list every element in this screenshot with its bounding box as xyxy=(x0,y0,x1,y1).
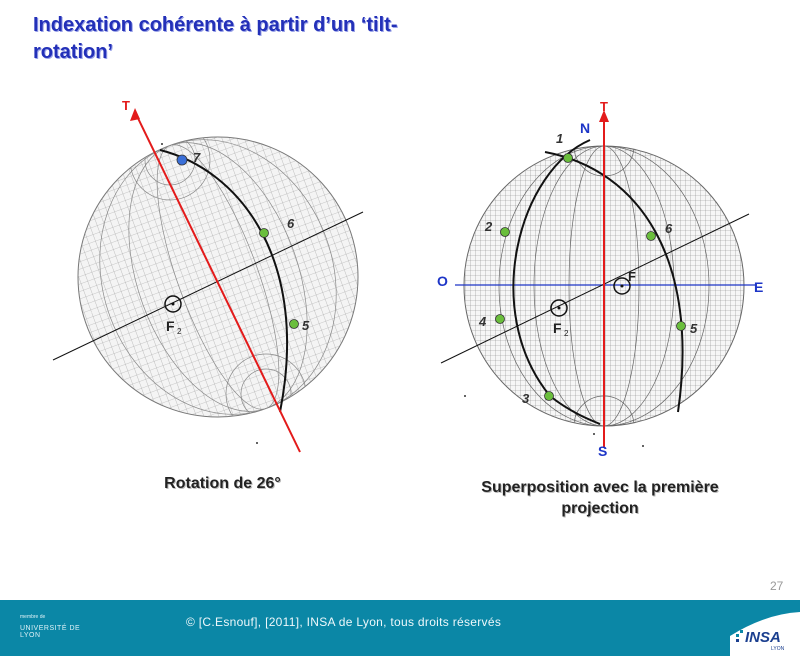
right-pole-label-3: 3 xyxy=(522,391,530,406)
right-great-circle-left xyxy=(512,139,601,425)
right-pole-1 xyxy=(563,153,573,163)
right-north-label: N xyxy=(580,120,590,136)
right-t-arrowhead xyxy=(599,110,609,122)
right-t-label: T xyxy=(600,99,608,114)
right-west-label: O xyxy=(437,273,448,289)
right-pole-5 xyxy=(676,321,686,331)
right-f2-marker xyxy=(550,299,568,317)
insa-logo-text: INSA xyxy=(745,629,781,646)
footer-bar: membre de UNIVERSITÉ DE LYON © [C.Esnouf… xyxy=(0,600,800,656)
left-pole-label-6: 6 xyxy=(287,216,295,231)
right-wulff-net: T N S E O 1 2 3 4 5 6 F 2 F xyxy=(437,99,763,459)
right-caption: Superposition avec la première projectio… xyxy=(481,479,719,517)
right-pole-4 xyxy=(495,314,505,324)
right-f-marker xyxy=(613,277,631,295)
right-pole-6 xyxy=(646,231,656,241)
right-f2-subscript: 2 xyxy=(564,329,569,338)
right-pole-label-4: 4 xyxy=(478,314,487,329)
insa-logo: INSA LYON xyxy=(730,612,800,656)
right-pole-label-1: 1 xyxy=(556,131,563,146)
page-number: 27 xyxy=(770,579,784,593)
universite-de-lyon-logo: membre de UNIVERSITÉ DE LYON xyxy=(20,614,81,639)
left-t-arrowhead xyxy=(130,108,140,121)
left-t-label: T xyxy=(122,98,130,113)
left-f2-subscript: 2 xyxy=(177,327,182,336)
right-trace-line xyxy=(440,213,750,364)
slide-title: Indexation cohérente à partir d’un ‘tilt… xyxy=(33,14,398,63)
right-f-label: F xyxy=(628,269,636,284)
left-pole-label-5: 5 xyxy=(302,318,310,333)
left-pole-5 xyxy=(289,319,299,329)
left-f2-label: F xyxy=(166,318,175,334)
right-pole-3 xyxy=(544,391,554,401)
right-pole-label-2: 2 xyxy=(484,219,493,234)
right-south-label: S xyxy=(598,443,607,459)
right-pole-2 xyxy=(500,227,510,237)
left-pole-label-7: 7 xyxy=(193,150,201,165)
right-great-circle-right xyxy=(544,151,684,413)
right-pole-label-6: 6 xyxy=(665,221,673,236)
insa-logo-sub: LYON xyxy=(771,646,785,652)
left-caption: Rotation de 26° xyxy=(164,475,281,492)
left-t-axis-line xyxy=(134,111,301,453)
right-east-label: E xyxy=(754,279,763,295)
right-pole-label-5: 5 xyxy=(690,321,698,336)
left-trace-line xyxy=(52,211,364,361)
left-f2-marker xyxy=(164,295,182,313)
left-pole-7 xyxy=(176,154,188,166)
stereographic-diagram: T 7 6 5 F 2 xyxy=(52,98,763,459)
left-wulff-net: T 7 6 5 F 2 xyxy=(52,98,364,453)
left-pole-6 xyxy=(259,228,269,238)
copyright-text: © [C.Esnouf], [2011], INSA de Lyon, tous… xyxy=(186,615,502,629)
right-f2-label: F xyxy=(553,320,562,336)
